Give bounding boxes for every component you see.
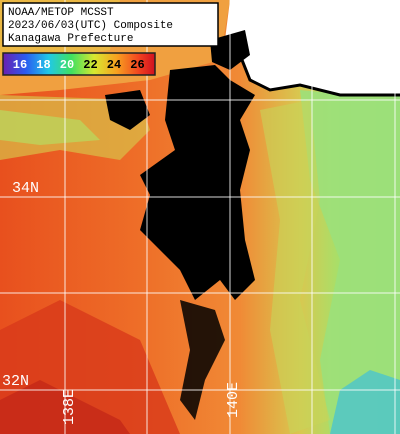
colorbar: 16 18 20 22 24 26: [2, 52, 156, 76]
lat-label: 32N: [2, 373, 29, 390]
lat-label: 34N: [12, 180, 39, 197]
colorbar-tick-label: 24: [107, 58, 121, 72]
lon-label: 138E: [61, 389, 78, 425]
title-line: NOAA/METOP MCSST: [8, 7, 114, 19]
title-line: Kanagawa Prefecture: [8, 33, 133, 45]
colorbar-tick-label: 26: [130, 58, 144, 72]
land: [105, 0, 400, 420]
title-line: 2023/06/03(UTC) Composite: [8, 20, 173, 32]
colorbar-tick-label: 22: [83, 58, 97, 72]
colorbar-tick-label: 16: [13, 58, 27, 72]
colorbar-tick-label: 20: [60, 58, 74, 72]
lon-label: 140E: [225, 382, 242, 418]
title-box: NOAA/METOP MCSST 2023/06/03(UTC) Composi…: [2, 2, 219, 47]
colorbar-tick-label: 18: [36, 58, 50, 72]
